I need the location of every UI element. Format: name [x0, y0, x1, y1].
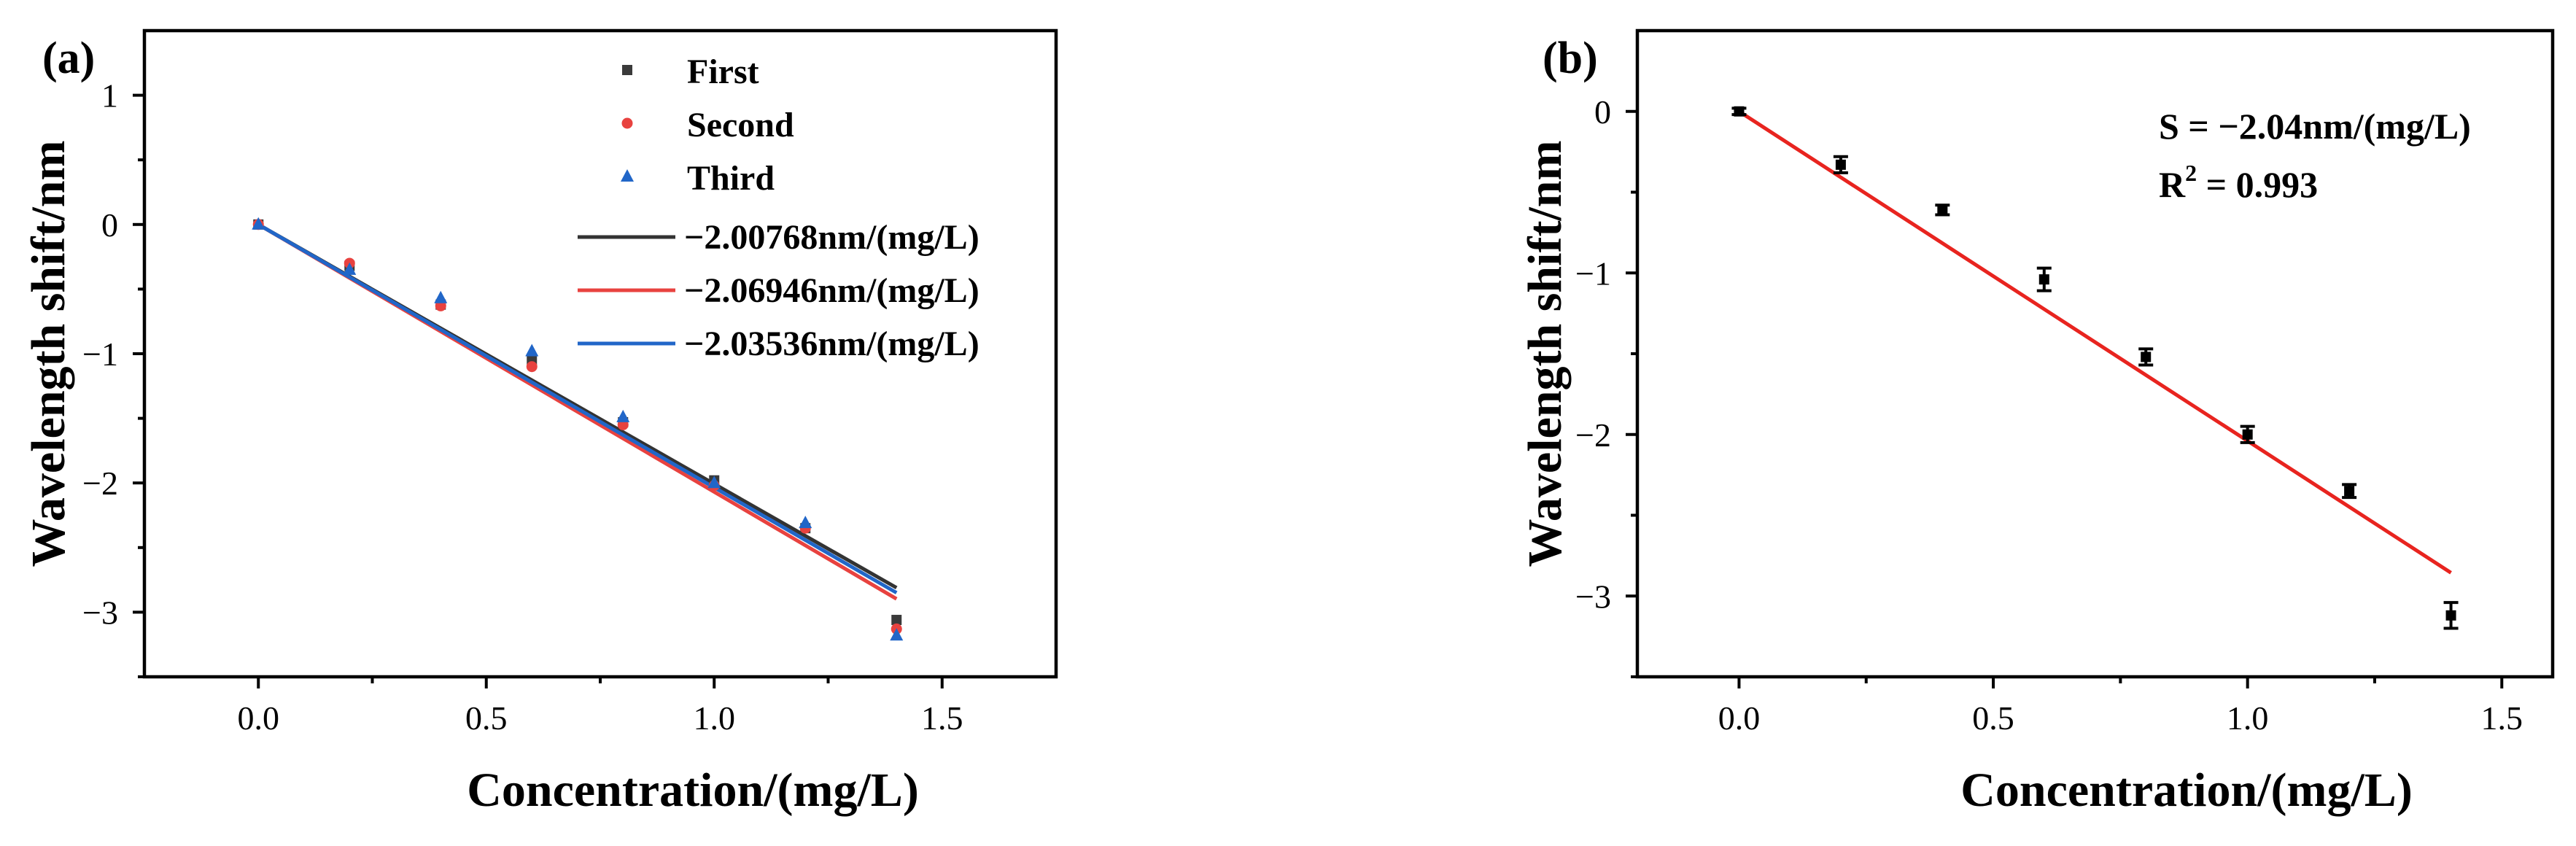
legend-marker [622, 65, 632, 75]
panel-b-data-point [2344, 486, 2355, 497]
panel-b-y-tick-label: −3 [1575, 578, 1611, 615]
legend-entry-label: −2.00768nm/(mg/L) [684, 218, 979, 257]
legend-entry-label: −2.06946nm/(mg/L) [684, 271, 979, 310]
legend-entry-label: −2.03536nm/(mg/L) [684, 325, 979, 363]
panel-a-data-point [343, 262, 357, 275]
legend-marker [621, 117, 633, 129]
legend-entry-label: Second [687, 106, 794, 144]
panel-a-legend: First Second Third −2.00768nm/(mg/L) −2.0694… [578, 53, 979, 363]
r2-superscript: 2 [2185, 160, 2197, 186]
panel-b-y-axis-title: Wavelength shift/nm [1518, 141, 1572, 567]
panel-b-fit-line [1738, 109, 2452, 575]
panel-b-y-tick-label: −1 [1575, 255, 1611, 292]
panel-b-data-point [1937, 204, 1948, 215]
panel-b-x-tick-label: 1.5 [2481, 699, 2523, 737]
panel-a: (a) Concentration/(mg/L) Wavelength shif… [22, 28, 1058, 817]
panel-a-x-tick-label: 0.5 [465, 699, 508, 737]
panel-a-x-tick-label: 1.0 [694, 699, 736, 737]
panel-a-x-axis-title: Concentration/(mg/L) [467, 764, 919, 817]
panel-b-data-point [1835, 159, 1846, 170]
panel-b-data-point [1734, 106, 1745, 117]
panel-a-y-axis-title: Wavelength shift/nm [22, 141, 75, 567]
panel-b-y-tick-label: −2 [1575, 416, 1611, 454]
panel-b-plot-area: 0.0 0.5 1.0 1.5 0 −1 −2 −3 [1575, 28, 2555, 737]
panel-a-x-tick-label: 1.5 [921, 699, 963, 737]
panel-b-x-tick-label: 0.5 [1972, 699, 2014, 737]
panel-a-data-point [707, 476, 721, 489]
panel-a-data-point [890, 628, 904, 641]
panel-b-r2-annotation: R2 = 0.993 [2159, 160, 2318, 205]
legend-entry-label: First [687, 53, 759, 91]
panel-b-data-point [2038, 274, 2049, 285]
panel-a-fit-line [257, 222, 898, 594]
panel-b-data-point [2141, 352, 2152, 362]
panel-a-x-tick-label: 0.0 [238, 699, 280, 737]
panel-a-data-point [799, 516, 812, 529]
panel-b-x-axis-title: Concentration/(mg/L) [1960, 764, 2413, 817]
panel-b-data-point [2445, 610, 2456, 621]
panel-b: (b) Concentration/(mg/L) Wavelength shif… [1518, 28, 2555, 817]
panel-a-y-tick-label: 1 [101, 77, 118, 115]
r2-prefix: R [2159, 164, 2186, 205]
panel-b-slope-annotation: S = −2.04nm/(mg/L) [2159, 106, 2471, 147]
panel-a-plot-area: 0.0 0.5 1.0 1.5 1 0 −1 −2 −3 [82, 28, 1058, 737]
panel-a-y-tick-label: −2 [82, 465, 118, 502]
panel-b-data-point [2242, 429, 2253, 440]
panel-b-x-tick-label: 0.0 [1718, 699, 1761, 737]
r2-value: = 0.993 [2197, 164, 2318, 205]
legend-marker [621, 169, 634, 182]
panel-a-data-point [252, 217, 265, 230]
panel-a-data-point [616, 409, 630, 422]
panel-b-y-tick-label: 0 [1594, 93, 1611, 131]
panel-a-y-tick-label: 0 [101, 206, 118, 244]
panel-a-data-point [891, 615, 902, 626]
panel-a-data-point [434, 290, 448, 303]
panel-a-y-tick-label: −3 [82, 594, 118, 631]
panel-a-y-tick-label: −1 [82, 335, 118, 373]
panel-b-x-tick-label: 1.0 [2227, 699, 2269, 737]
panel-a-data-point [526, 361, 538, 373]
panel-b-label: (b) [1543, 34, 1598, 83]
panel-a-label: (a) [42, 34, 95, 83]
legend-entry-label: Third [687, 159, 775, 198]
panel-a-data-point [525, 344, 539, 357]
